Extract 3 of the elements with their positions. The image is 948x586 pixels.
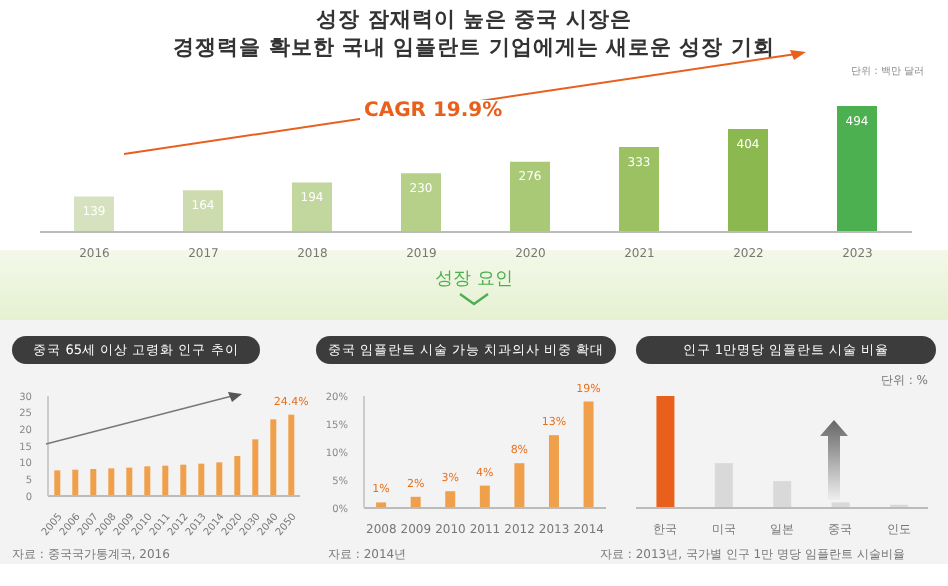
annotation: CAGR 19.9% <box>360 100 507 122</box>
chart-title: 성장 잠재력이 높은 중국 시장은 경쟁력을 확보한 국내 임플란트 기업에게는 새로운 성장 기회 <box>171 6 777 62</box>
text: 성장 요인 <box>433 268 515 292</box>
